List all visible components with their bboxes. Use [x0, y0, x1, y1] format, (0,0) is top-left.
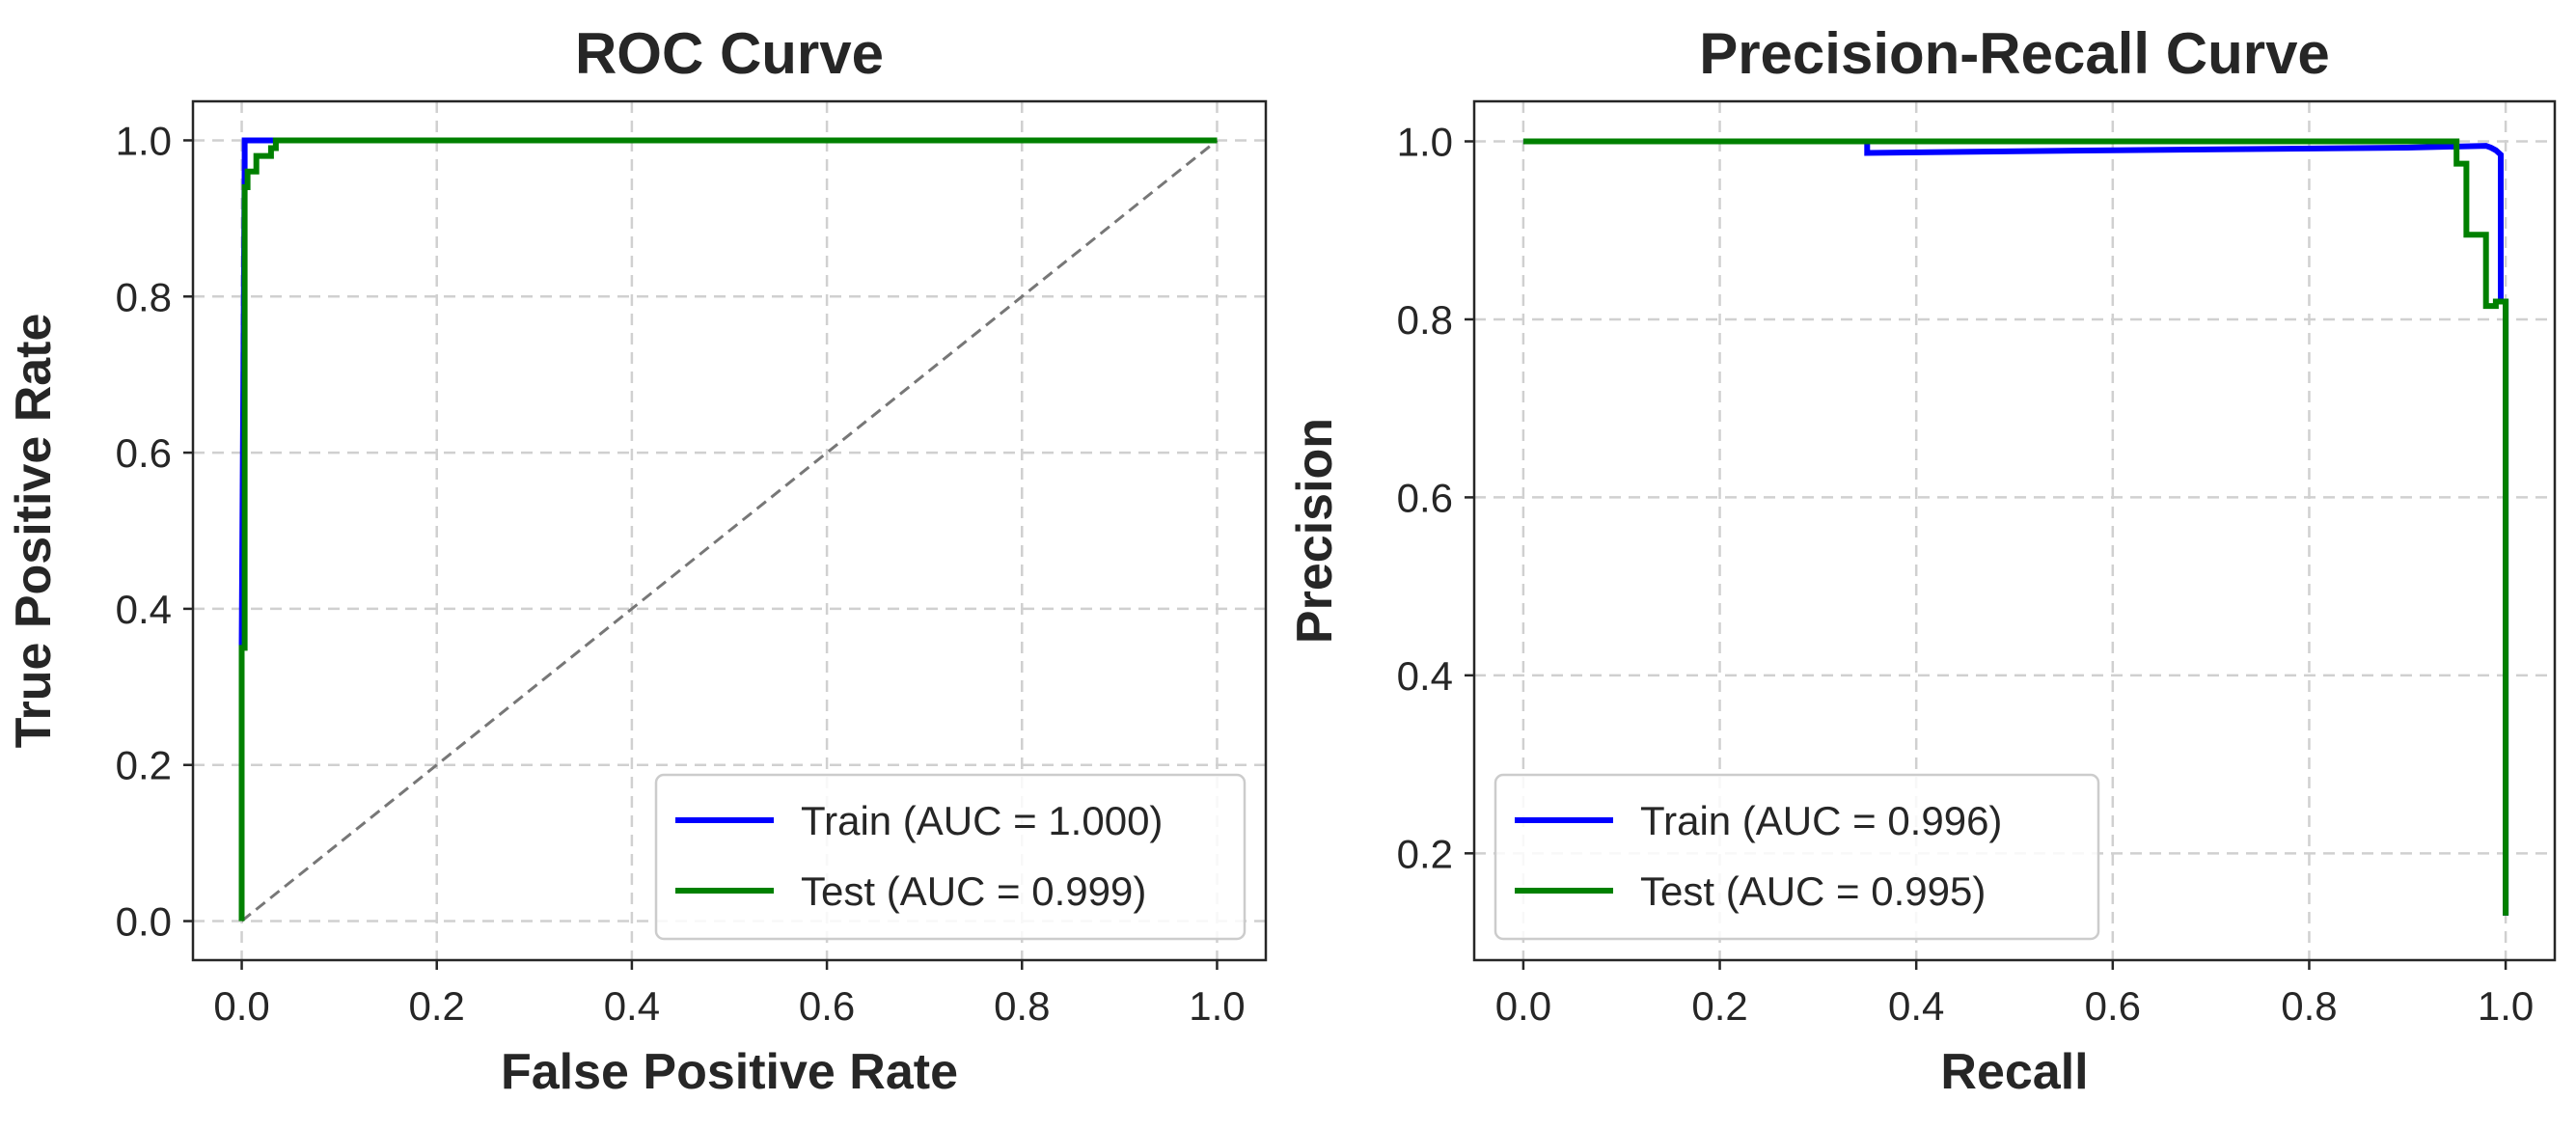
- x-axis-label: False Positive Rate: [501, 1044, 958, 1100]
- series-group: [238, 137, 1219, 922]
- y-tick-label: 0.2: [1397, 831, 1453, 876]
- y-tick-label: 0.0: [116, 899, 172, 945]
- y-tick-label: 0.8: [116, 274, 172, 319]
- x-tick-label: 0.8: [994, 983, 1050, 1029]
- x-tick-label: 1.0: [2478, 983, 2534, 1029]
- legend-label: Train (AUC = 1.000): [801, 798, 1163, 843]
- x-tick-label: 0.6: [2085, 983, 2141, 1029]
- series-group: [1522, 138, 2509, 916]
- y-tick-label: 0.8: [1397, 297, 1453, 343]
- y-tick-label: 0.4: [116, 587, 172, 632]
- plot-frame: [1472, 99, 2557, 962]
- plot-frame: [191, 99, 1268, 962]
- legend-label: Test (AUC = 0.995): [1640, 868, 1986, 914]
- x-axis-label: Recall: [1940, 1044, 2088, 1100]
- x-tick-label: 0.2: [409, 983, 465, 1029]
- x-tick-label: 0.8: [2281, 983, 2337, 1029]
- y-tick-label: 1.0: [116, 118, 172, 163]
- y-tick-label: 0.6: [116, 430, 172, 476]
- y-tick-label: 0.6: [1397, 475, 1453, 520]
- chart-title: Precision-Recall Curve: [1699, 21, 2330, 86]
- legend-label: Train (AUC = 0.996): [1640, 798, 2002, 843]
- x-tick-label: 0.0: [1495, 983, 1551, 1029]
- x-tick-label: 0.0: [213, 983, 269, 1029]
- chart-panel-1: 0.0 0.2 0.4 0.6 0.8 1.0 0.0 0.2 0.4 0.6 0.8 1.0 ROC …: [6, 21, 1268, 1100]
- x-tick-label: 0.4: [604, 983, 660, 1029]
- legend-box: [654, 773, 1247, 941]
- y-tick-label: 0.4: [1397, 653, 1453, 699]
- series-line-test: [1522, 138, 2509, 916]
- legend: Train (AUC = 0.996) Test (AUC = 0.995): [1494, 773, 2100, 941]
- x-tick-label: 0.4: [1888, 983, 1944, 1029]
- legend-label: Test (AUC = 0.999): [801, 868, 1146, 914]
- x-tick-label: 0.2: [1691, 983, 1747, 1029]
- y-axis-label: True Positive Rate: [6, 314, 62, 749]
- legend: Train (AUC = 1.000) Test (AUC = 0.999): [654, 773, 1247, 941]
- chart-title: ROC Curve: [575, 21, 884, 86]
- legend-box: [1494, 773, 2100, 941]
- chart-panel-2: 0.0 0.2 0.4 0.6 0.8 1.0 0.2 0.4 0.6 0.8 1.0 Precisi…: [1287, 21, 2557, 1100]
- series-line-test: [238, 137, 1218, 922]
- y-tick-label: 0.2: [116, 743, 172, 788]
- x-tick-label: 1.0: [1189, 983, 1245, 1029]
- y-axis-label: Precision: [1287, 418, 1343, 644]
- y-tick-label: 1.0: [1397, 120, 1453, 165]
- x-tick-label: 0.6: [799, 983, 855, 1029]
- chance-diagonal-line: [240, 139, 1219, 922]
